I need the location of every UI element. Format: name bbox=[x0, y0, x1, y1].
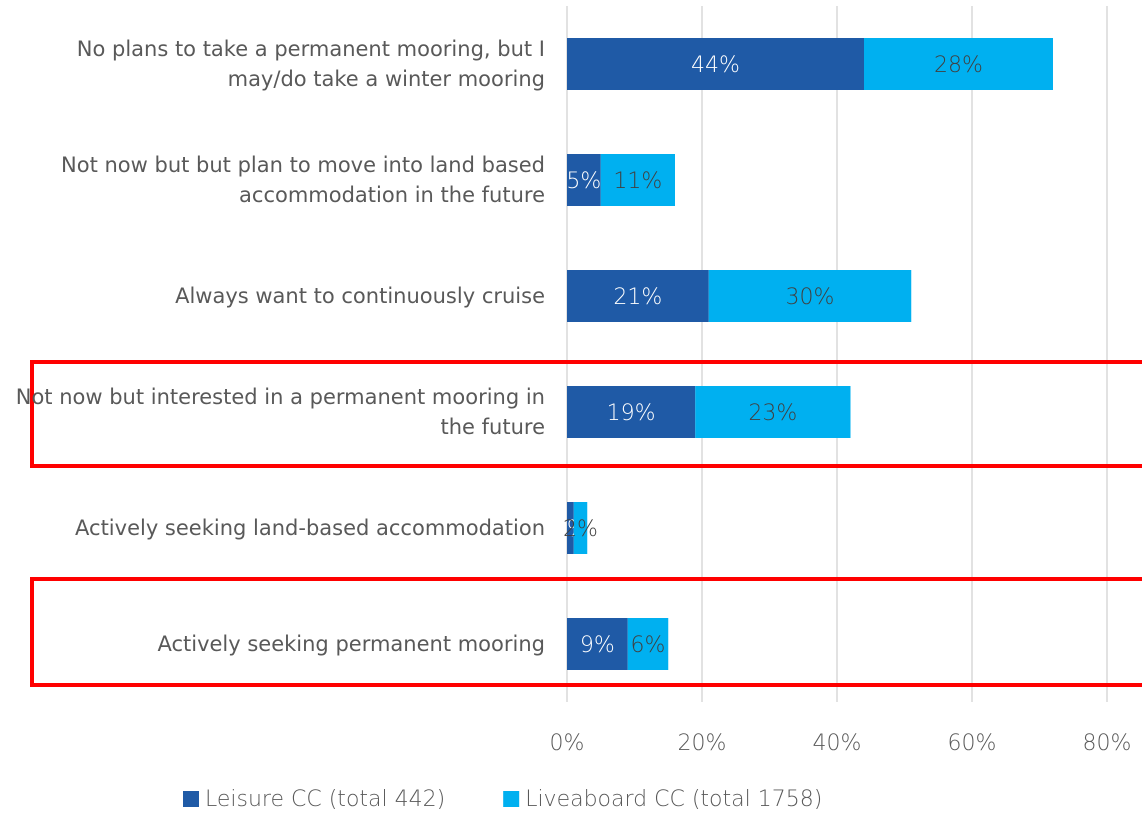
bar-segment bbox=[567, 502, 574, 554]
bar-segment bbox=[567, 618, 628, 670]
category-label: Actively seeking land-based accommodatio… bbox=[75, 516, 545, 540]
bar-segment bbox=[600, 154, 675, 206]
data-label: 30% bbox=[786, 285, 835, 310]
x-tick-label: 40% bbox=[813, 731, 862, 756]
bar-segment bbox=[567, 270, 709, 322]
category-label: Always want to continuously cruise bbox=[175, 284, 545, 308]
data-label: 2% bbox=[563, 517, 598, 542]
bar-segment bbox=[708, 270, 912, 322]
data-label: 11% bbox=[613, 169, 662, 194]
data-label: 44% bbox=[691, 53, 740, 78]
x-tick-label: 20% bbox=[678, 731, 727, 756]
data-label: 23% bbox=[748, 401, 797, 426]
bar-segment bbox=[567, 154, 601, 206]
data-label: 19% bbox=[607, 401, 656, 426]
legend-swatch bbox=[503, 791, 520, 807]
highlight-box bbox=[30, 360, 1142, 468]
legend-swatch bbox=[183, 791, 199, 807]
data-label: 6% bbox=[631, 633, 666, 658]
data-label: 9% bbox=[580, 633, 615, 658]
bar-segment bbox=[567, 38, 864, 90]
x-tick-label: 80% bbox=[1083, 731, 1132, 756]
category-label: Not now but but plan to move into land b… bbox=[61, 153, 545, 207]
bar-segment bbox=[695, 386, 851, 438]
x-tick-label: 60% bbox=[948, 731, 997, 756]
legend-label: Liveaboard CC (total 1758) bbox=[525, 787, 822, 812]
x-tick-label: 0% bbox=[550, 731, 585, 756]
data-label: 5% bbox=[566, 169, 601, 194]
highlight-box bbox=[30, 577, 1142, 687]
legend-label: Leisure CC (total 442) bbox=[205, 787, 445, 812]
category-label: No plans to take a permanent mooring, bu… bbox=[76, 37, 545, 91]
bar-segment bbox=[627, 618, 669, 670]
bar-segment bbox=[573, 502, 588, 554]
category-label: Not now but interested in a permanent mo… bbox=[15, 385, 545, 439]
category-label: Actively seeking permanent mooring bbox=[157, 632, 545, 656]
data-label: 21% bbox=[613, 285, 662, 310]
bar-segment bbox=[864, 38, 1053, 90]
bar-segment bbox=[567, 386, 696, 438]
data-label: 28% bbox=[934, 53, 983, 78]
